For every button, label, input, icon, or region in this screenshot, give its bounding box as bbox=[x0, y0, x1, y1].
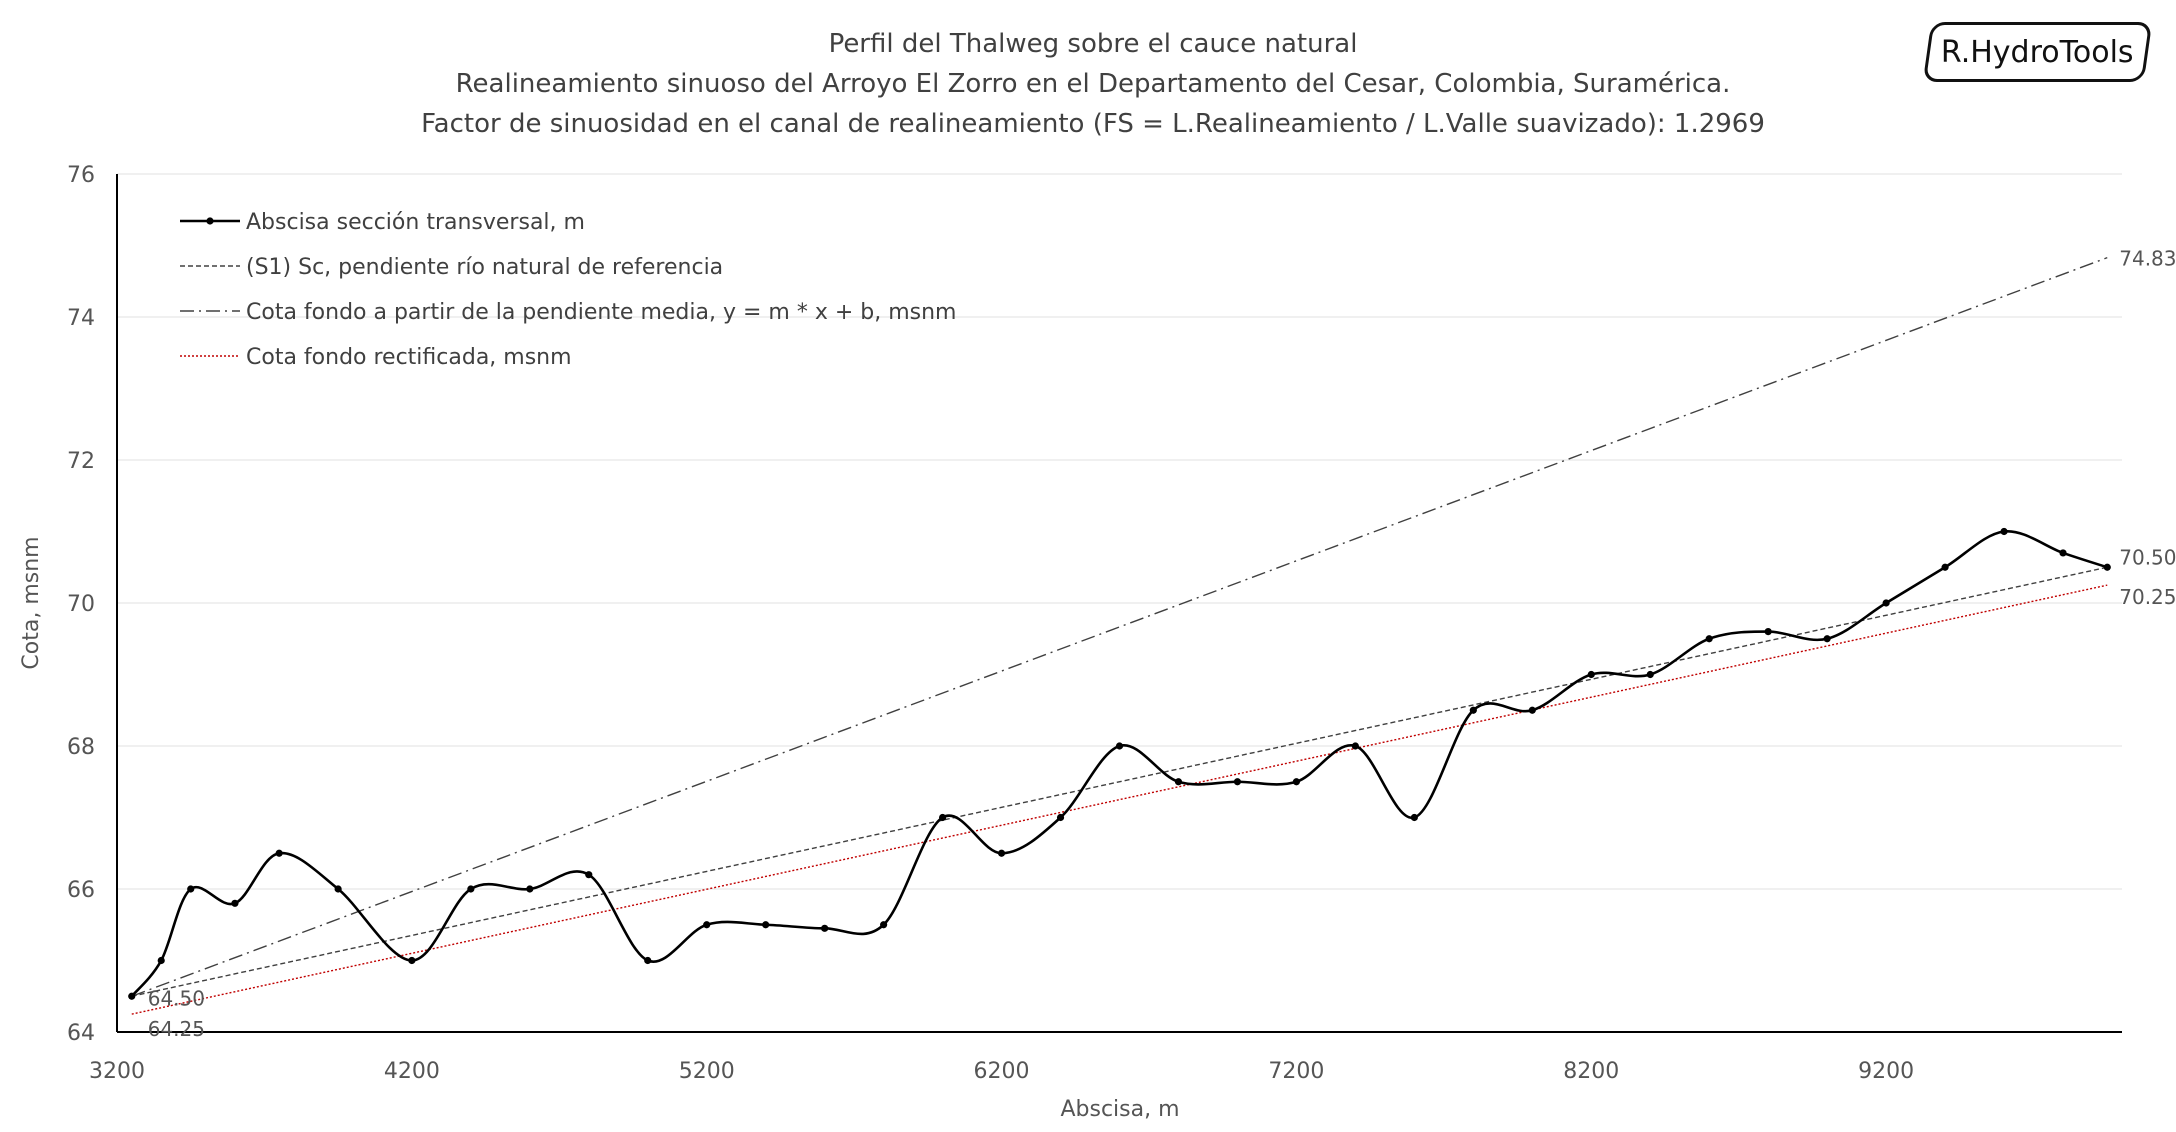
data-point bbox=[231, 899, 239, 907]
data-point bbox=[1174, 778, 1183, 786]
series-end-label: 70.25 bbox=[2119, 585, 2176, 609]
data-point bbox=[1705, 635, 1713, 643]
data-point bbox=[762, 921, 770, 929]
data-point bbox=[1646, 670, 1654, 679]
data-point bbox=[1056, 813, 1065, 822]
data-point bbox=[997, 849, 1006, 857]
series-line-mean-slope bbox=[131, 256, 2108, 997]
data-point bbox=[275, 849, 283, 857]
data-point bbox=[703, 921, 711, 929]
data-point bbox=[821, 924, 829, 932]
x-tick-label: 5200 bbox=[679, 1059, 735, 1084]
data-point bbox=[334, 885, 342, 893]
x-tick-label: 9200 bbox=[1858, 1059, 1914, 1084]
data-point bbox=[1351, 742, 1359, 750]
data-point bbox=[408, 956, 416, 965]
series-start-label: 64.25 bbox=[148, 1017, 205, 1041]
legend-entry-label: Abscisa sección transversal, m bbox=[246, 210, 585, 235]
y-tick-label: 72 bbox=[67, 449, 95, 474]
data-point bbox=[1823, 635, 1831, 643]
data-point bbox=[1115, 742, 1124, 750]
axes bbox=[116, 174, 2122, 1033]
y-tick-label: 66 bbox=[67, 878, 95, 903]
data-point bbox=[1469, 706, 1477, 714]
logo-badge: R.HydroTools bbox=[1922, 22, 2153, 82]
x-tick-label: 6200 bbox=[974, 1059, 1030, 1084]
data-point bbox=[1587, 670, 1595, 679]
data-point bbox=[1882, 599, 1890, 607]
data-point bbox=[1764, 628, 1772, 636]
logo-text: R.HydroTools bbox=[1941, 34, 2134, 70]
series-end-labels: 70.50 64.50 74.83 70.25 64.25 bbox=[148, 247, 2176, 1041]
data-point bbox=[157, 956, 165, 965]
series-line-thalweg bbox=[130, 530, 2108, 998]
data-point bbox=[585, 871, 593, 879]
data-point bbox=[467, 885, 475, 893]
data-point bbox=[880, 921, 888, 929]
data-point bbox=[1233, 778, 1242, 786]
chart-title-line-3: Factor de sinuosidad en el canal de real… bbox=[421, 109, 1765, 139]
chart-title-line-1: Perfil del Thalweg sobre el cauce natura… bbox=[829, 29, 1358, 59]
data-point bbox=[2103, 563, 2111, 571]
x-axis-label: Abscisa, m bbox=[1060, 1097, 1179, 1122]
series-line-reference-slope bbox=[131, 566, 2108, 997]
data-point bbox=[1410, 813, 1418, 822]
x-tick-label: 3200 bbox=[89, 1059, 145, 1084]
data-point bbox=[128, 992, 136, 1000]
y-tick-label: 76 bbox=[67, 163, 95, 188]
data-point bbox=[1941, 563, 1949, 571]
y-tick-label: 64 bbox=[67, 1021, 95, 1046]
gridlines bbox=[117, 173, 2122, 890]
data-point bbox=[2000, 527, 2008, 536]
x-tick-label: 7200 bbox=[1268, 1059, 1324, 1084]
legend: Abscisa sección transversal, m (S1) Sc, p… bbox=[180, 210, 957, 370]
x-tick-labels: 3200 4200 5200 6200 7200 8200 9200 bbox=[89, 1059, 1914, 1084]
data-point bbox=[644, 956, 652, 965]
y-tick-labels: 64 66 68 70 72 74 76 bbox=[67, 163, 95, 1046]
data-point bbox=[1528, 706, 1536, 714]
x-tick-label: 8200 bbox=[1563, 1059, 1619, 1084]
series-layer bbox=[128, 256, 2111, 1015]
series-end-label: 70.50 bbox=[2119, 545, 2176, 569]
y-tick-label: 70 bbox=[67, 592, 95, 617]
legend-entry-label: Cota fondo rectificada, msnm bbox=[246, 345, 572, 370]
y-tick-label: 74 bbox=[67, 306, 95, 331]
data-point bbox=[1292, 778, 1301, 786]
series-start-label: 64.50 bbox=[148, 986, 205, 1010]
legend-entry-label: (S1) Sc, pendiente río natural de refere… bbox=[246, 255, 723, 280]
data-point bbox=[187, 885, 195, 893]
y-axis-label: Cota, msnm bbox=[19, 536, 44, 669]
chart-title-line-2: Realineamiento sinuoso del Arroyo El Zor… bbox=[456, 69, 1731, 99]
y-tick-label: 68 bbox=[67, 735, 95, 760]
data-point bbox=[526, 885, 534, 893]
legend-entry-label: Cota fondo a partir de la pendiente medi… bbox=[246, 300, 957, 325]
x-tick-label: 4200 bbox=[384, 1059, 440, 1084]
data-point bbox=[2059, 549, 2067, 557]
series-line-rectified-bed bbox=[131, 584, 2108, 1015]
data-point bbox=[938, 813, 947, 822]
chart-title: Perfil del Thalweg sobre el cauce natura… bbox=[421, 29, 1765, 139]
legend-swatch-marker bbox=[206, 217, 214, 225]
series-end-label: 74.83 bbox=[2119, 247, 2176, 271]
